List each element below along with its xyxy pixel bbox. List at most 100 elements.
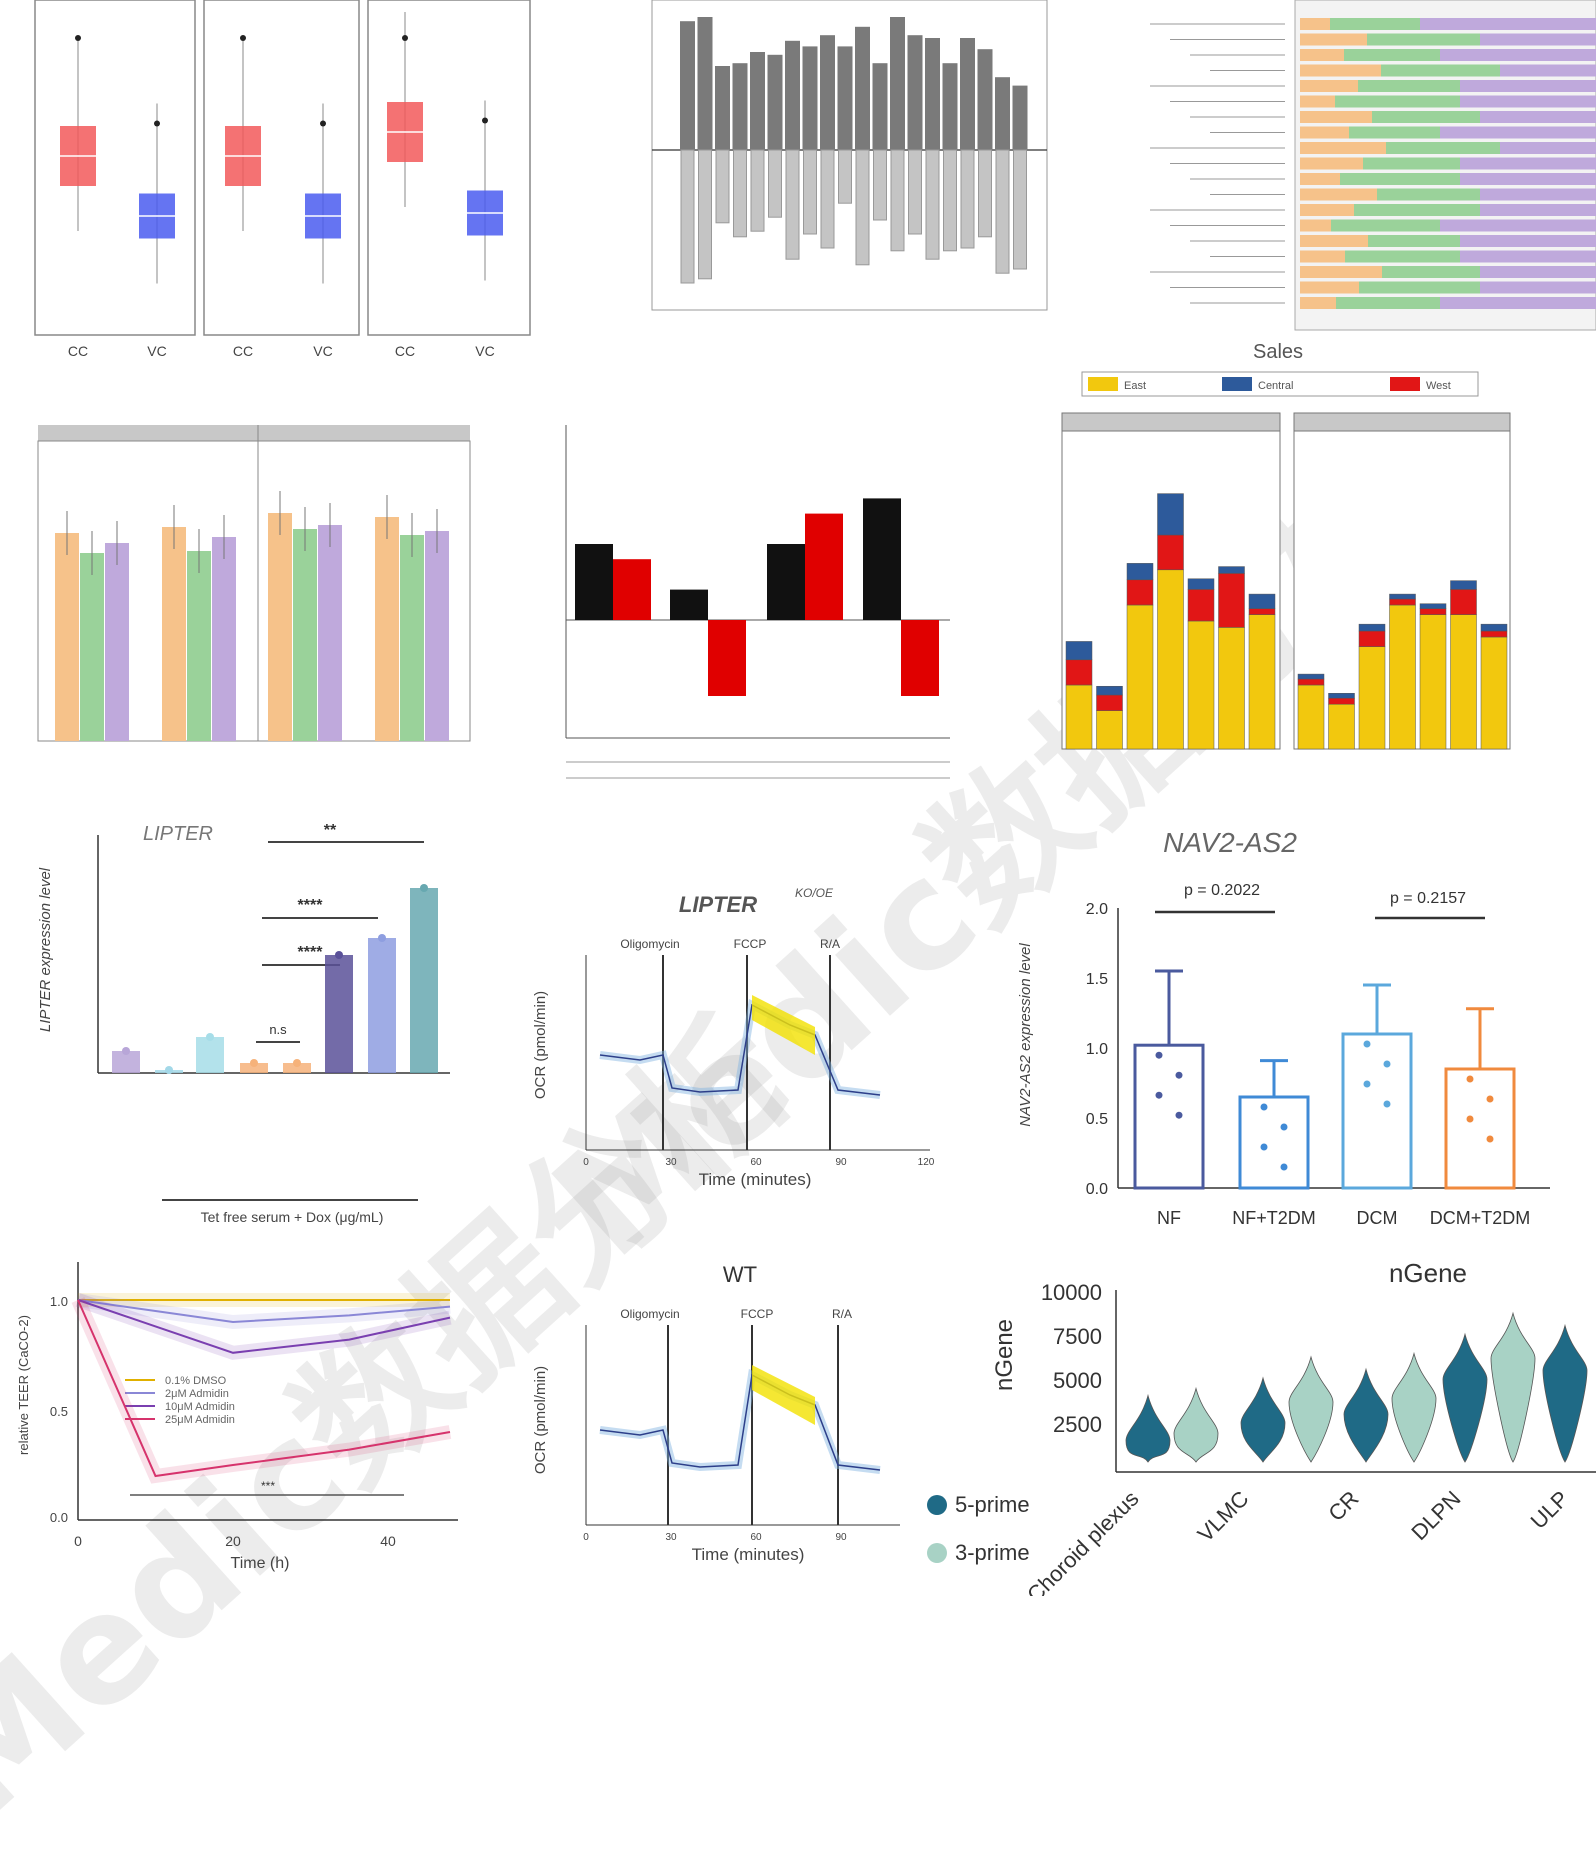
hbar-seg-orange — [1300, 281, 1359, 294]
panel-ocr-wt: WT OCR (pmol/min) Time (minutes) Oligomy… — [532, 1262, 900, 1564]
bar-down — [785, 149, 800, 260]
hbar-seg-green — [1344, 49, 1440, 61]
bar-down — [890, 149, 905, 252]
hbar-seg-green — [1336, 297, 1440, 309]
bar-up — [750, 52, 765, 150]
hbar-seg-orange — [1300, 64, 1381, 77]
div-bar-red — [708, 620, 746, 696]
hbar-seg-purple — [1480, 281, 1596, 294]
teer-legend-dmso: 0.1% DMSO — [165, 1375, 227, 1387]
bar-down — [750, 149, 765, 232]
hbar-seg-orange — [1300, 126, 1349, 139]
hbar-seg-green — [1368, 235, 1460, 247]
lipter-ylabel: LIPTER expression level — [37, 867, 54, 1032]
sales-seg-west — [1187, 589, 1215, 622]
ngene-violin-5prime — [1442, 1332, 1488, 1463]
sales-seg-east — [1328, 703, 1355, 750]
bar-up — [855, 26, 870, 150]
hbar-seg-orange — [1300, 297, 1336, 309]
hbar-seg-green — [1331, 219, 1440, 232]
sales-seg-central — [1248, 593, 1276, 609]
sales-seg-west — [1480, 630, 1508, 638]
teer-ytick-1: 1.0 — [50, 1294, 68, 1309]
teer-xtick-40: 40 — [380, 1533, 396, 1549]
nav2-ytick: 0.5 — [1086, 1111, 1108, 1128]
panel-lipter: LIPTER LIPTER expression level ** **** *… — [37, 822, 450, 1225]
sales-seg-central — [1419, 603, 1447, 609]
hbar-seg-purple — [1440, 219, 1596, 232]
sales-seg-east — [1187, 620, 1215, 750]
bar-up — [820, 35, 835, 151]
lipter-point — [378, 934, 386, 942]
hbar-seg-purple — [1420, 18, 1596, 30]
ngene-violin-5prime — [1240, 1376, 1286, 1463]
ngene-violin-3prime — [1490, 1311, 1536, 1463]
nav2-xlabel: NF+T2DM — [1232, 1208, 1316, 1228]
hbar-seg-purple — [1440, 297, 1596, 309]
box-xlabel-4: VC — [313, 343, 332, 359]
bar-up — [907, 35, 923, 151]
nav2-p1: p = 0.2022 — [1184, 882, 1260, 899]
hbar-seg-green — [1358, 80, 1460, 92]
hbar-seg-purple — [1480, 266, 1596, 278]
sales-seg-east — [1297, 684, 1325, 750]
ngene-violin-5prime — [1343, 1367, 1389, 1463]
bar-up — [890, 17, 905, 150]
grouped-bar — [212, 537, 236, 741]
bar-up — [732, 63, 748, 151]
sales-seg-central — [1065, 641, 1093, 661]
ocr2-xtick-3: 90 — [835, 1532, 847, 1543]
sales-legend-east: East — [1124, 380, 1146, 392]
grouped-bar — [375, 517, 399, 741]
panel-updown-bars — [651, 0, 1048, 311]
grouped-bar — [293, 529, 317, 741]
ocr2-marker-ra: R/A — [832, 1307, 852, 1321]
lipter-point — [206, 1033, 214, 1041]
ngene-xlabel: ULP — [1526, 1486, 1574, 1534]
hbar-seg-purple — [1460, 157, 1596, 170]
ocr2-title: WT — [723, 1262, 757, 1287]
sales-strip-2 — [1293, 412, 1511, 432]
lipter-sig-stars-2: **** — [298, 897, 324, 914]
box-xlabel-3: CC — [233, 343, 253, 359]
bar-up — [995, 77, 1010, 150]
ngene-ytick-2500: 2500 — [1053, 1412, 1102, 1437]
hbar-seg-purple — [1480, 204, 1596, 216]
ngene-xlabel: CR — [1323, 1486, 1363, 1526]
sales-seg-west — [1096, 694, 1123, 711]
ngene-legend-5prime-dot — [927, 1495, 947, 1515]
nav2-point — [1486, 1135, 1494, 1143]
ocr1-xtick-3: 90 — [835, 1157, 847, 1168]
ngene-violin-3prime — [1288, 1355, 1334, 1463]
bar-down — [820, 149, 835, 249]
sales-seg-west — [1419, 608, 1447, 615]
lipter-bar — [240, 1063, 268, 1073]
teer-ylabel: relative TEER (CaCO-2) — [16, 1315, 31, 1455]
bar-down — [768, 149, 782, 218]
bar-up — [925, 38, 940, 150]
nav2-ytick: 1.0 — [1086, 1041, 1108, 1058]
sales-legend-central: Central — [1258, 380, 1293, 392]
hbar-seg-orange — [1300, 95, 1335, 108]
ocr1-xtick-2: 60 — [750, 1157, 762, 1168]
updown-frame — [651, 0, 1048, 311]
teer-xlabel: Time (h) — [231, 1555, 290, 1572]
bar-down — [908, 149, 922, 235]
hbar-seg-purple — [1440, 126, 1596, 139]
hbar-seg-purple — [1500, 142, 1596, 154]
panel-ocr-ko: LIPTER KO/OE OCR (pmol/min) Time (minute… — [532, 886, 935, 1189]
lipter-bar — [196, 1037, 224, 1073]
ocr-line — [599, 1373, 881, 1471]
hbar-seg-orange — [1300, 49, 1344, 61]
panel-ngene: nGene nGene 10000 7500 5000 2500 Choroid… — [927, 1258, 1596, 1596]
sales-seg-central — [1218, 566, 1245, 574]
bar-down — [943, 149, 957, 252]
hbar-seg-purple — [1460, 235, 1596, 247]
lipter-point — [250, 1059, 258, 1067]
sales-seg-east — [1389, 604, 1416, 750]
panel-grouped-bars — [37, 425, 471, 742]
bar-up — [837, 46, 853, 150]
hbar-seg-orange — [1300, 33, 1367, 46]
sales-seg-west — [1218, 573, 1245, 628]
lipter-title: LIPTER — [143, 823, 213, 845]
